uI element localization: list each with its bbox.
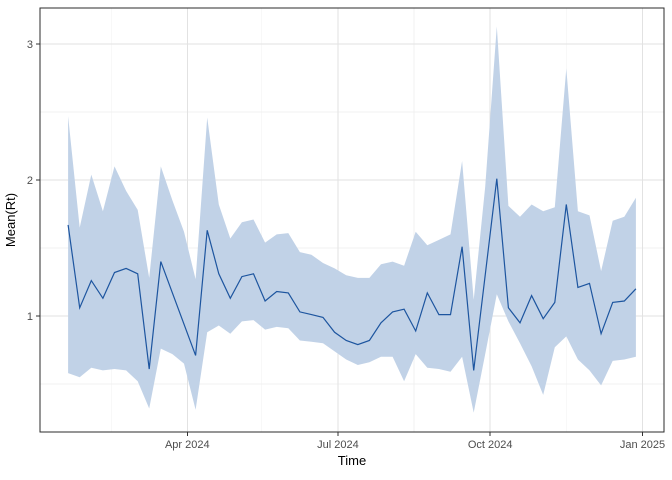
- mean-rt-line: [67, 178, 637, 371]
- mean-line-layer: [67, 178, 637, 371]
- x-axis-title: Time: [338, 453, 366, 468]
- confidence-ribbon-layer: [68, 26, 636, 413]
- y-axis-title: Mean(Rt): [3, 193, 18, 247]
- y-tick-label: 1: [27, 311, 33, 323]
- axis-layer: Apr 2024 Jul 2024 Oct 2024 Jan 2025 1 2 3: [27, 39, 665, 451]
- x-tick-label: Apr 2024: [165, 439, 210, 451]
- x-tick-label: Oct 2024: [468, 439, 513, 451]
- y-tick-label: 2: [27, 175, 33, 187]
- confidence-ribbon: [68, 26, 636, 413]
- y-tick-label: 3: [27, 39, 33, 51]
- panel-border: [39, 7, 665, 433]
- x-tick-label: Jan 2025: [620, 439, 665, 451]
- x-tick-label: Jul 2024: [317, 439, 359, 451]
